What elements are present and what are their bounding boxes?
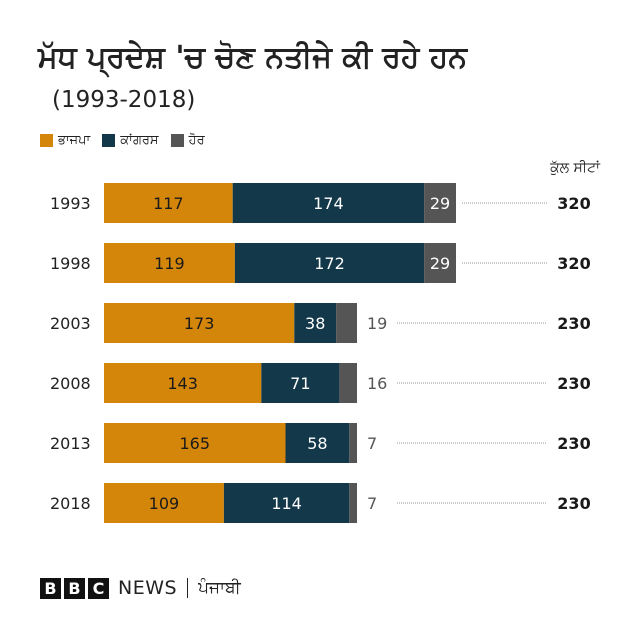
data-label-bjp: 117	[153, 194, 184, 213]
total-seats-value: 230	[557, 314, 590, 333]
bar-segment-other	[349, 483, 357, 523]
data-label-other: 16	[367, 374, 387, 393]
legend-swatch-other	[170, 134, 184, 147]
bar-segment-bjp	[104, 183, 233, 223]
data-label-other: 19	[367, 314, 387, 333]
language-label: ਪੰਜਾਬੀ	[198, 578, 241, 598]
year-label: 2003	[50, 314, 91, 333]
data-label-bjp: 119	[154, 254, 185, 273]
data-label-other: 7	[367, 434, 377, 453]
legend-item-congress: ਕਾਂਗਰਸ	[102, 133, 159, 148]
data-label-congress: 58	[307, 434, 327, 453]
bar-segment-congress	[223, 483, 350, 523]
bbc-logo-letter: B	[40, 577, 61, 599]
bar-segment-other	[339, 363, 357, 403]
data-label-other: 29	[430, 254, 450, 273]
bbc-logo-letter: C	[88, 577, 109, 599]
bbc-logo: B B C	[40, 577, 112, 599]
bar-segment-congress	[285, 423, 350, 463]
bar-segment-other	[424, 243, 456, 283]
legend-item-other: ਹੋਰ	[170, 133, 205, 148]
bar-segment-congress	[234, 243, 425, 283]
bbc-logo-letter: B	[64, 577, 85, 599]
data-label-congress: 38	[305, 314, 325, 333]
bar-segment-congress	[232, 183, 425, 223]
bar-segment-congress	[261, 363, 340, 403]
legend-swatch-congress	[102, 134, 116, 147]
total-seats-header: ਕੁੱਲ ਸੀਟਾਂ	[550, 160, 600, 176]
chart-subtitle: (1993-2018)	[52, 87, 196, 113]
legend-item-bjp: ਭਾਜਪਾ	[40, 133, 90, 148]
footer-divider	[187, 578, 189, 598]
data-label-other: 29	[430, 194, 450, 213]
bar-segment-bjp	[104, 483, 224, 523]
total-seats-value: 320	[557, 254, 590, 273]
year-label: 2018	[50, 494, 91, 513]
year-label: 1998	[50, 254, 91, 273]
data-label-other: 7	[367, 494, 377, 513]
total-seats-value: 320	[557, 194, 590, 213]
year-label: 1993	[50, 194, 91, 213]
bar-segment-other	[349, 423, 357, 463]
data-label-congress: 174	[313, 194, 344, 213]
year-label: 2008	[50, 374, 91, 393]
legend-label-congress: ਕਾਂਗਰਸ	[120, 133, 159, 148]
bar-segment-other	[336, 303, 357, 343]
footer: B B C NEWS ਪੰਜਾਬੀ	[40, 577, 241, 599]
legend-label-other: ਹੋਰ	[188, 133, 205, 148]
total-seats-value: 230	[557, 374, 590, 393]
data-label-congress: 71	[290, 374, 310, 393]
total-seats-value: 230	[557, 434, 590, 453]
data-label-bjp: 173	[184, 314, 215, 333]
year-label: 2013	[50, 434, 91, 453]
bar-segment-other	[424, 183, 456, 223]
bar-segment-bjp	[104, 423, 286, 463]
bar-segment-bjp	[104, 243, 235, 283]
data-label-bjp: 109	[149, 494, 180, 513]
total-seats-value: 230	[557, 494, 590, 513]
bar-segment-bjp	[104, 303, 295, 343]
data-label-bjp: 165	[179, 434, 210, 453]
chart-title: ਮੱਧ ਪ੍ਰਦੇਸ਼ 'ਚ ਚੋਣ ਨਤੀਜੇ ਕੀ ਰਹੇ ਹਨ	[38, 40, 467, 75]
legend: ਭਾਜਪਾ ਕਾਂਗਰਸ ਹੋਰ	[40, 133, 217, 148]
data-label-congress: 172	[314, 254, 345, 273]
data-label-congress: 114	[271, 494, 302, 513]
bar-segment-bjp	[104, 363, 262, 403]
bar-segment-congress	[294, 303, 337, 343]
legend-label-bjp: ਭਾਜਪਾ	[58, 133, 91, 148]
legend-swatch-bjp	[40, 134, 53, 147]
data-label-bjp: 143	[167, 374, 198, 393]
news-wordmark: NEWS	[118, 577, 178, 599]
